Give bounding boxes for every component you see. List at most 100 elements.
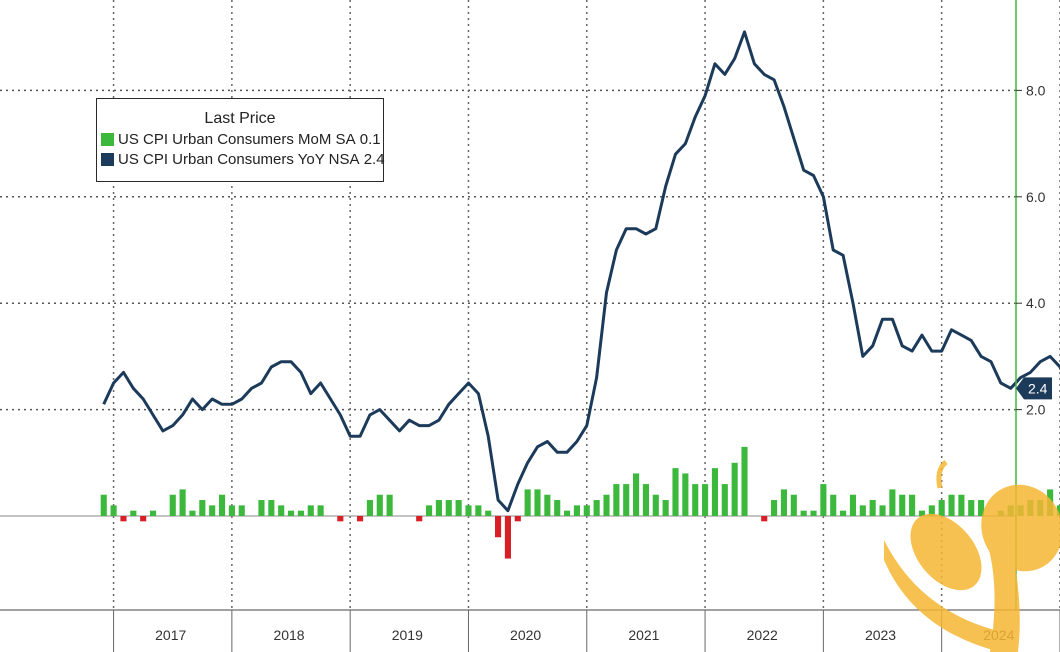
x-tick-label: 2018 bbox=[273, 627, 304, 643]
mom-bar bbox=[209, 505, 216, 516]
mom-bar bbox=[465, 505, 472, 516]
mom-bar bbox=[199, 500, 206, 516]
mom-bar bbox=[504, 516, 511, 559]
mom-bar bbox=[307, 505, 314, 516]
mom-bar bbox=[218, 494, 226, 516]
x-tick-label: 2022 bbox=[747, 627, 778, 643]
mom-bar bbox=[613, 484, 620, 516]
mom-bar bbox=[573, 505, 580, 516]
mom-bar bbox=[603, 494, 610, 516]
mom-bar bbox=[899, 494, 906, 516]
mom-bar bbox=[416, 516, 423, 522]
mom-bar bbox=[623, 484, 630, 516]
mom-bar bbox=[849, 494, 857, 516]
mom-bar bbox=[771, 500, 778, 516]
y-tick-label: 4.0 bbox=[1026, 295, 1046, 311]
mom-bar bbox=[120, 516, 127, 522]
y-tick-label: 8.0 bbox=[1026, 82, 1046, 98]
mom-bar bbox=[662, 500, 669, 516]
mom-bar bbox=[534, 489, 541, 516]
legend-title: Last Price bbox=[204, 110, 276, 127]
mom-bar bbox=[130, 510, 137, 516]
mom-bar bbox=[110, 505, 117, 516]
mom-bar bbox=[140, 516, 147, 522]
mom-bar bbox=[268, 500, 275, 516]
mom-bar bbox=[475, 505, 482, 516]
mom-bar bbox=[702, 484, 709, 516]
mom-bar bbox=[435, 500, 442, 516]
mom-bar bbox=[554, 500, 561, 516]
mom-bar bbox=[810, 510, 817, 516]
mom-bar bbox=[317, 505, 324, 516]
mom-bar bbox=[682, 473, 689, 516]
mom-bar bbox=[189, 510, 196, 516]
mom-bars bbox=[100, 446, 1060, 559]
mom-bar bbox=[524, 489, 531, 516]
mom-bar bbox=[445, 500, 452, 516]
mom-bar bbox=[485, 510, 492, 516]
legend: Last Price US CPI Urban Consumers MoM SA… bbox=[96, 98, 385, 182]
x-tick-label: 2023 bbox=[865, 627, 896, 643]
mom-bar bbox=[564, 510, 571, 516]
mom-bar bbox=[514, 516, 521, 522]
mom-bar bbox=[593, 500, 600, 516]
mom-bar bbox=[169, 494, 176, 516]
legend-swatch-navy bbox=[101, 153, 114, 166]
mom-bar bbox=[583, 505, 590, 516]
mom-bar bbox=[830, 494, 837, 516]
mom-bar bbox=[948, 494, 955, 516]
watermark-logo bbox=[884, 460, 1060, 652]
mom-bar bbox=[278, 505, 285, 516]
mom-bar bbox=[238, 505, 245, 516]
last-value-marker: 2.4 bbox=[1016, 377, 1052, 400]
mom-bar bbox=[426, 505, 433, 516]
mom-bar bbox=[376, 494, 383, 516]
y-tick-label: 6.0 bbox=[1026, 189, 1046, 205]
mom-bar bbox=[859, 505, 866, 516]
last-value-tag bbox=[1016, 377, 1052, 400]
mom-bar bbox=[672, 468, 679, 516]
mom-bar bbox=[761, 516, 768, 522]
mom-bar bbox=[366, 500, 373, 516]
mom-bar bbox=[918, 510, 926, 516]
mom-bar bbox=[741, 446, 748, 516]
mom-bar bbox=[337, 516, 344, 522]
x-tick-label: 2017 bbox=[155, 627, 186, 643]
legend-item-label: US CPI Urban Consumers YoY NSA bbox=[118, 151, 360, 168]
mom-bar bbox=[731, 462, 738, 516]
mom-bar bbox=[544, 494, 551, 516]
grid-lines bbox=[0, 0, 1060, 610]
x-tick-label: 2020 bbox=[510, 627, 541, 643]
mom-bar bbox=[297, 510, 304, 516]
mom-bar bbox=[840, 510, 847, 516]
mom-bar bbox=[495, 516, 502, 538]
mom-bar bbox=[692, 484, 699, 516]
x-tick-label: 2019 bbox=[392, 627, 423, 643]
last-value-label: 2.4 bbox=[1028, 380, 1048, 396]
legend-item-value: 2.4 bbox=[363, 151, 385, 168]
mom-bar bbox=[938, 500, 945, 516]
mom-bar bbox=[228, 505, 235, 516]
mom-bar bbox=[179, 489, 186, 516]
mom-bar bbox=[455, 500, 462, 516]
mom-bar bbox=[958, 494, 965, 516]
mom-bar bbox=[721, 484, 728, 516]
x-tick-label: 2021 bbox=[628, 627, 659, 643]
mom-bar bbox=[928, 505, 935, 516]
mom-bar bbox=[287, 510, 295, 516]
mom-bar bbox=[978, 500, 985, 516]
mom-bar bbox=[780, 489, 788, 516]
y-tick-label: 2.0 bbox=[1026, 402, 1046, 418]
mom-bar bbox=[968, 500, 975, 516]
mom-bar bbox=[149, 510, 157, 516]
mom-bar bbox=[100, 494, 107, 516]
legend-swatch-green bbox=[101, 133, 114, 146]
mom-bar bbox=[356, 516, 364, 522]
mom-bar bbox=[869, 500, 876, 516]
mom-bar bbox=[711, 468, 718, 516]
legend-item-mom: US CPI Urban Consumers MoM SA 0.1 bbox=[101, 131, 383, 148]
mom-bar bbox=[1056, 505, 1060, 516]
mom-bar bbox=[889, 489, 896, 516]
